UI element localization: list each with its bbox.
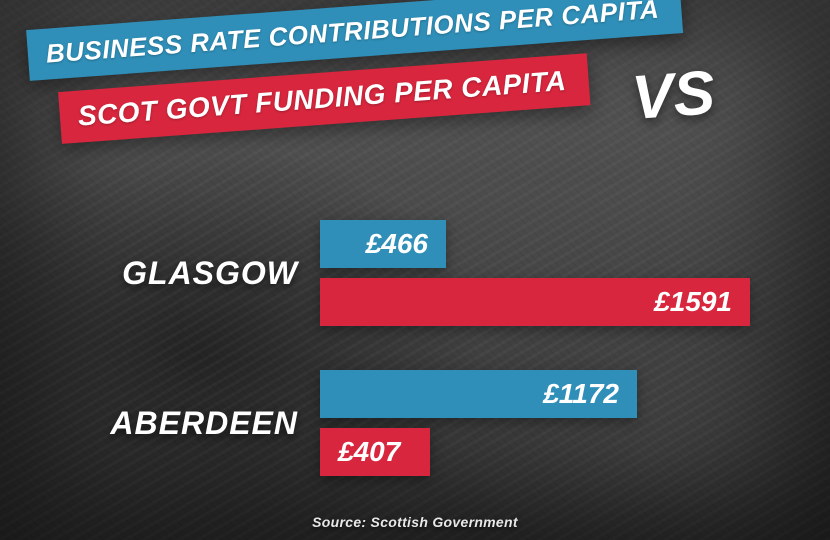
bar-blue: £466 (320, 220, 446, 268)
source-text: Source: Scottish Government (312, 514, 518, 530)
bars-group: £466 £1591 (320, 220, 830, 326)
city-label: ABERDEEN (0, 405, 320, 442)
bar-red: £1591 (320, 278, 750, 326)
bars-group: £1172 £407 (320, 370, 830, 476)
bar-red: £407 (320, 428, 430, 476)
chart-row-glasgow: GLASGOW £466 £1591 (0, 220, 830, 326)
bar-value-label: £407 (338, 436, 400, 468)
chart-row-aberdeen: ABERDEEN £1172 £407 (0, 370, 830, 476)
vs-label: VS (630, 57, 718, 134)
source-attribution: Source: Scottish Government (0, 514, 830, 530)
bar-value-label: £1172 (543, 378, 619, 410)
bar-value-label: £466 (366, 228, 428, 260)
bar-value-label: £1591 (654, 286, 732, 318)
city-label: GLASGOW (0, 255, 320, 292)
bar-blue: £1172 (320, 370, 637, 418)
